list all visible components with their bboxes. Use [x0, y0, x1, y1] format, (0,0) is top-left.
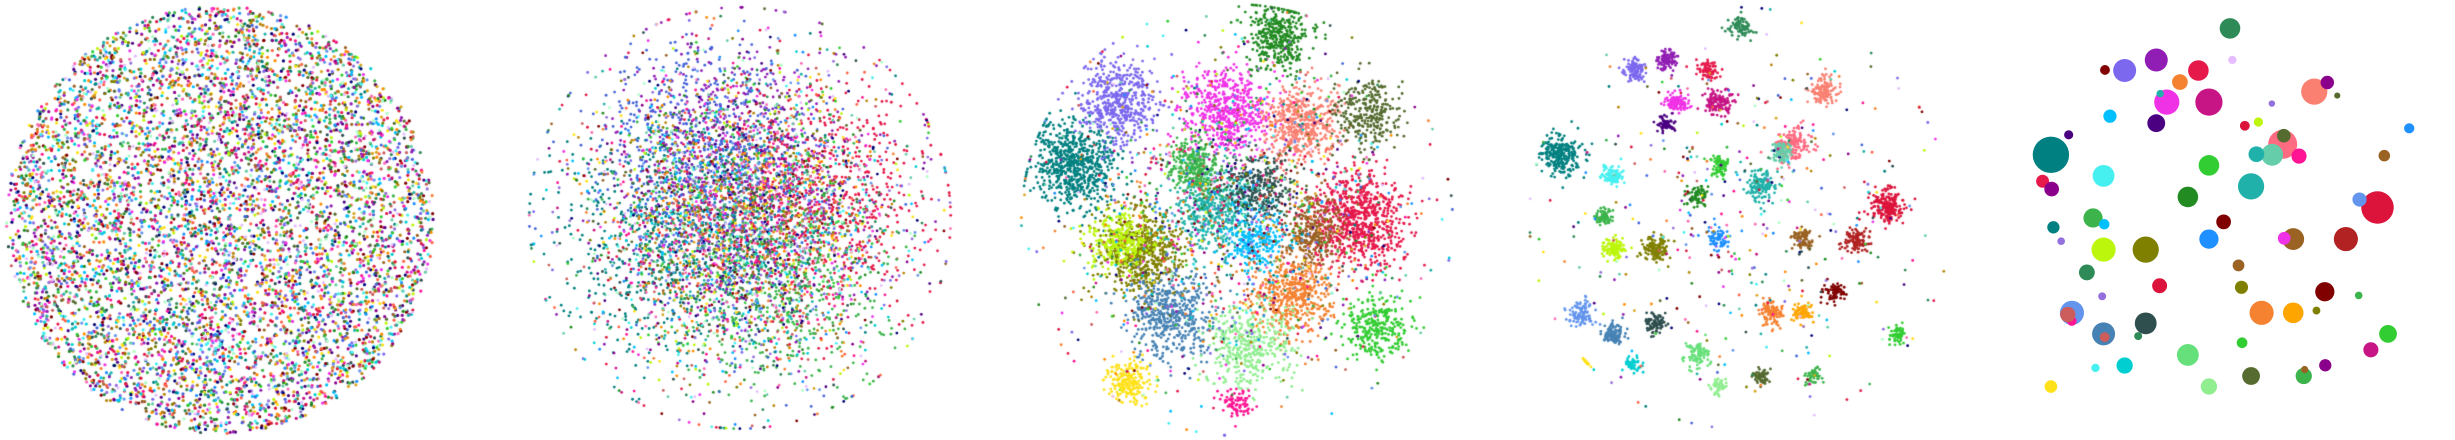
centroid-point — [2047, 221, 2060, 234]
centroid-point — [2098, 219, 2110, 230]
centroid-point — [2098, 292, 2107, 301]
centroid-point — [2188, 60, 2209, 81]
centroid-point — [2239, 120, 2250, 131]
centroid-point — [2237, 173, 2265, 200]
centroid-point — [2295, 367, 2312, 385]
centroid-point — [2320, 75, 2334, 90]
centroid-point — [2301, 78, 2328, 105]
centroid-point — [2100, 65, 2110, 75]
centroid-point — [2092, 164, 2115, 187]
centroid-point — [2312, 306, 2321, 315]
centroid-point — [2176, 344, 2199, 366]
centroid-point — [2291, 148, 2307, 164]
centroid-point — [2249, 300, 2274, 325]
centroid-point — [2064, 130, 2074, 140]
centroid-point — [2078, 264, 2095, 281]
centroid-point — [2116, 357, 2133, 374]
centroid-point — [2091, 363, 2100, 373]
centroid-point — [2044, 380, 2058, 393]
centroid-point — [2248, 146, 2265, 163]
centroid-point — [2268, 100, 2276, 107]
centroid-point — [2091, 237, 2116, 262]
centroid-point — [2404, 123, 2415, 134]
centroid-point — [2282, 302, 2304, 324]
centroid-point — [2378, 149, 2391, 162]
centroid-point — [2147, 114, 2166, 133]
centroid-point — [2032, 136, 2070, 173]
centroid-point — [2242, 367, 2260, 385]
centroid-point — [2152, 278, 2168, 294]
centroid-point — [2099, 332, 2110, 343]
centroid-point — [2216, 214, 2231, 230]
centroid-point — [2334, 92, 2341, 99]
centroid-point — [2195, 88, 2223, 116]
centroid-point — [2156, 89, 2164, 98]
centroid-point — [2300, 365, 2309, 374]
centroid-point — [2234, 280, 2249, 294]
centroid-point — [2333, 227, 2358, 252]
centroid-point — [2261, 143, 2284, 166]
centroid-point — [2177, 186, 2199, 208]
centroid-point — [2113, 59, 2137, 83]
centroid-point — [2198, 155, 2220, 176]
centroid-point — [2379, 324, 2397, 343]
centroid-point — [2277, 128, 2291, 143]
centroid-point — [2200, 378, 2218, 395]
centroid-point — [2036, 174, 2050, 188]
centroid-point — [2236, 337, 2248, 349]
centroid-point — [2083, 208, 2103, 228]
centroid-point — [2361, 191, 2394, 224]
centroid-point — [2352, 192, 2367, 207]
centroid-point — [2277, 231, 2291, 245]
centroid-point — [2044, 181, 2059, 197]
centroid-point — [2103, 109, 2117, 123]
centroid-point — [2219, 18, 2241, 39]
centroid-point — [2315, 282, 2335, 302]
centroid-point — [2253, 117, 2264, 127]
centroid-point — [2060, 306, 2076, 323]
centroid-point — [2132, 236, 2159, 263]
centroid-point — [2172, 74, 2188, 90]
centroid-point — [2057, 237, 2066, 246]
centroid-point — [2232, 259, 2245, 272]
centroid-point — [2363, 342, 2379, 358]
centroid-point — [2228, 55, 2237, 65]
centroid-point — [2134, 332, 2143, 341]
centroid-point — [2319, 359, 2332, 372]
centroid-point — [2134, 312, 2157, 335]
centroid-point — [2199, 229, 2219, 249]
centroid-point — [2354, 291, 2363, 300]
centroid-point — [2144, 48, 2168, 72]
